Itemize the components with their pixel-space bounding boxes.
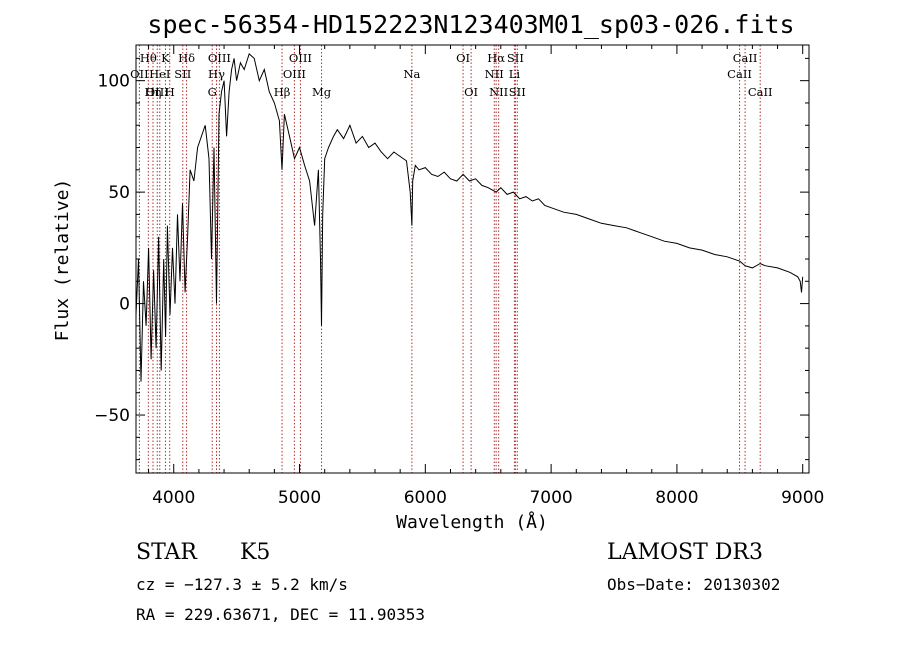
line-label: Hβ	[274, 85, 291, 99]
coordinates: RA = 229.63671, DEC = 11.90353	[136, 605, 425, 624]
line-label: OIII	[146, 85, 169, 99]
line-label: Mg	[312, 85, 332, 99]
line-label: H	[165, 85, 175, 99]
survey-name: LAMOST DR3	[607, 540, 763, 565]
line-label: Na	[403, 67, 420, 81]
line-label: Hδ	[178, 51, 195, 65]
line-label: Hγ	[208, 67, 225, 81]
line-label: OI	[456, 51, 470, 65]
line-label: SII	[174, 67, 191, 81]
line-label: Hθ	[140, 51, 157, 65]
chart-title: spec-56354-HD152223N123403M01_sp03-026.f…	[147, 10, 794, 39]
spectral-subclass: K5	[240, 540, 270, 565]
line-label: OIII	[208, 51, 231, 65]
y-axis-label: Flux (relative)	[52, 179, 73, 342]
x-tick-label: 9000	[781, 488, 824, 508]
line-label: SII	[507, 51, 524, 65]
line-label: HeI	[149, 67, 170, 81]
line-label: Hη	[145, 85, 162, 99]
x-tick-label: 6000	[404, 488, 447, 508]
x-tick-label: 4000	[152, 488, 195, 508]
observation-date: Obs−Date: 20130302	[607, 575, 780, 594]
x-axis-ticks: 4000 5000 6000 7000 8000 9000	[148, 45, 824, 508]
line-label: OIII	[289, 51, 312, 65]
line-label: Li	[509, 67, 521, 81]
line-label: NII	[485, 67, 504, 81]
plot-frame	[135, 44, 810, 474]
line-label: CaII	[733, 51, 758, 65]
object-class: STAR	[136, 540, 198, 565]
line-label: Hα	[487, 51, 505, 65]
line-label: CaII	[748, 85, 773, 99]
y-tick-label: 100	[98, 72, 130, 92]
spectrum-line	[136, 53, 804, 382]
x-tick-label: 5000	[278, 488, 321, 508]
line-label: OIII	[283, 67, 306, 81]
line-label: K	[161, 51, 170, 65]
x-tick-label: 8000	[655, 488, 698, 508]
line-label: OI	[464, 85, 478, 99]
line-label: OII	[130, 67, 149, 81]
y-tick-label: 0	[119, 295, 130, 315]
line-label: NII	[489, 85, 508, 99]
y-tick-label: −50	[94, 406, 130, 426]
line-label: SII	[509, 85, 526, 99]
y-axis-ticks: −50 0 50 100	[94, 57, 809, 461]
line-label: CaII	[727, 67, 752, 81]
emission-line-markers	[138, 45, 761, 473]
x-tick-label: 7000	[529, 488, 572, 508]
redshift-velocity: cz = −127.3 ± 5.2 km/s	[136, 575, 348, 594]
x-axis-label: Wavelength (Å)	[396, 511, 548, 533]
y-tick-label: 50	[108, 183, 130, 203]
line-label: G	[208, 85, 217, 99]
